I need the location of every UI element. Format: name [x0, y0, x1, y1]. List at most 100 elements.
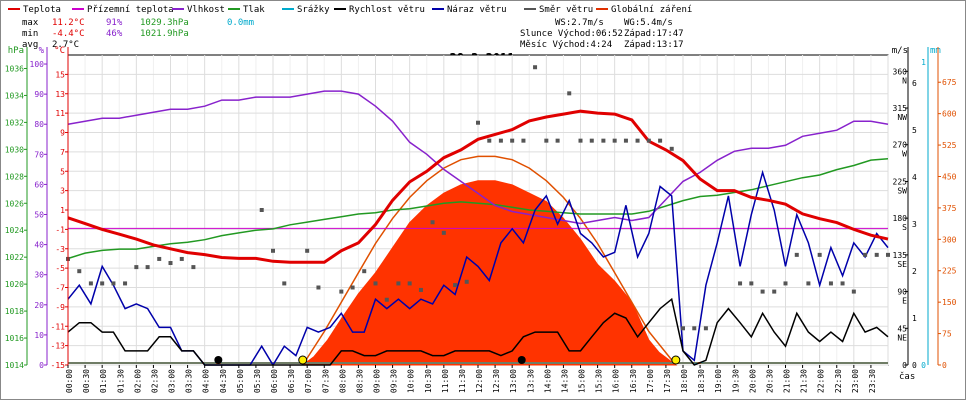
wind-dir-point-13 — [271, 248, 275, 253]
wind-dir-point-1 — [77, 269, 82, 274]
axis-temperature-label: °C — [54, 46, 65, 56]
wind-dir-point-52 — [760, 289, 765, 294]
legend-label-7: Směr větru — [539, 5, 593, 15]
wind-dir-point-55 — [794, 252, 799, 257]
axis-wind-dir-tick-name-4: S — [902, 223, 907, 232]
axis-temperature-tick-11: -7 — [55, 284, 65, 293]
axis-rain-label: mm — [930, 46, 941, 56]
axis-pressure-tick-2: 1032 — [5, 118, 24, 127]
axis-temperature-tick-14: -13 — [51, 342, 66, 351]
axis-temperature-tick-6: 3 — [60, 187, 65, 196]
wind-dir-point-27 — [453, 283, 458, 288]
axis-radiation-tick-7: 150 — [942, 298, 957, 307]
marker-sun-set-icon — [671, 355, 681, 365]
stat-moon-set: Západ:13:17 — [624, 40, 684, 50]
wind-direction-layer — [66, 65, 890, 331]
wind-dir-point-43 — [635, 138, 640, 143]
wind-dir-point-34 — [533, 65, 538, 70]
axis-temperature-tick-13: -11 — [51, 322, 66, 331]
axis-wind-dir-tick-1: 315 — [893, 104, 908, 113]
wind-dir-point-38 — [578, 138, 583, 143]
x-tick-44: 22:00 — [817, 369, 826, 393]
wind-dir-point-44 — [646, 138, 651, 143]
stats-block: max 11.2°C 91% 1029.3hPa 0.0mm min -4.4°… — [22, 18, 684, 50]
wind-dir-point-10 — [179, 256, 184, 261]
axis-humidity-tick-0: 100 — [30, 60, 45, 69]
x-tick-10: 05:00 — [236, 369, 245, 393]
legend-label-1: Přízemní teplota — [87, 5, 174, 15]
stat-min-temp: -4.4°C — [52, 29, 85, 39]
wind-dir-point-23 — [407, 281, 412, 286]
wind-dir-point-7 — [145, 265, 150, 270]
axis-pressure-tick-8: 1020 — [5, 280, 24, 289]
axis-wind-dir-tick-name-3: SW — [897, 186, 907, 195]
axis-humidity-tick-8: 20 — [34, 301, 44, 310]
wind-dir-point-49 — [703, 326, 708, 331]
marker-moon-rise-icon — [214, 356, 223, 364]
wind-dir-point-11 — [191, 265, 196, 270]
wind-dir-point-6 — [134, 265, 139, 270]
wind-dir-point-22 — [396, 281, 401, 286]
axis-wind-speed-tick-5: 1 — [912, 314, 917, 323]
x-tick-47: 23:30 — [868, 369, 877, 393]
axis-pressure-tick-9: 1018 — [5, 307, 24, 316]
x-tick-36: 18:00 — [680, 369, 689, 393]
legend-label-6: Náraz větru — [447, 5, 507, 15]
stat-ws: WS:2.7m/s — [555, 18, 604, 28]
series-humidity — [67, 90, 889, 225]
wind-dir-point-30 — [487, 138, 492, 143]
wind-dir-point-42 — [623, 138, 628, 143]
stat-max-rain: 0.0mm — [227, 18, 254, 28]
x-tick-16: 08:00 — [338, 369, 347, 393]
x-tick-3: 01:30 — [116, 369, 125, 393]
stat-avg-label: avg — [22, 40, 38, 50]
stat-max-press: 1029.3hPa — [140, 18, 189, 28]
x-tick-7: 03:30 — [185, 369, 194, 393]
legend-label-0: Teplota — [23, 5, 61, 15]
series-temperature — [67, 109, 889, 264]
legend: Teplota Přízemní teplota Vlhkost Tlak Srážky… — [8, 5, 692, 15]
axis-humidity-tick-2: 80 — [34, 120, 44, 129]
axis-radiation-tick-9: 0 — [942, 361, 947, 370]
wind-dir-point-5 — [123, 281, 128, 286]
wind-dir-point-14 — [282, 281, 287, 286]
axis-radiation-tick-5: 300 — [942, 235, 957, 244]
x-tick-42: 21:00 — [783, 369, 792, 393]
axis-wind-speed-tick-3: 3 — [912, 220, 917, 229]
legend-label-4: Srážky — [297, 5, 330, 15]
axis-wind-dir-tick-name-0: N — [902, 76, 907, 85]
wind-dir-point-50 — [738, 281, 743, 286]
axis-wind-dir-tick-4: 180 — [893, 214, 908, 223]
axis-temperature-tick-0: 15 — [55, 70, 65, 79]
legend-label-5: Rychlost větru — [349, 5, 425, 15]
axis-wind-dir-tick-8: 0 — [902, 361, 907, 370]
axis-temperature-tick-7: 1 — [60, 206, 65, 215]
axis-wind-dir-tick-0: 360 — [893, 67, 908, 76]
axis-wind-dir-tick-name-5: SE — [897, 260, 907, 269]
wind-dir-point-51 — [749, 281, 754, 286]
x-tick-35: 17:30 — [663, 369, 672, 393]
x-tick-30: 15:00 — [578, 369, 587, 393]
wind-dir-point-39 — [589, 138, 594, 143]
marker-moon-set-icon — [517, 356, 526, 364]
axis-temperature-tick-2: 11 — [55, 109, 65, 118]
x-tick-8: 04:00 — [202, 369, 211, 393]
stat-max-temp: 11.2°C — [52, 18, 85, 28]
x-tick-43: 21:30 — [800, 369, 809, 393]
wind-dir-point-53 — [772, 289, 777, 294]
wind-dir-point-48 — [692, 326, 697, 331]
axis-humidity-tick-9: 10 — [34, 331, 44, 340]
wind-dir-point-62 — [874, 252, 879, 257]
x-tick-45: 22:30 — [834, 369, 843, 393]
axis-temperature-tick-5: 5 — [60, 167, 65, 176]
stat-avg-temp: 2.7°C — [52, 40, 79, 50]
x-tick-25: 12:30 — [492, 369, 501, 393]
axis-temperature-tick-12: -9 — [55, 303, 65, 312]
x-tick-6: 03:00 — [168, 369, 177, 393]
axis-wind-dir-tick-6: 90 — [897, 288, 907, 297]
stat-max-hum: 91% — [106, 18, 123, 28]
x-tick-0: 00:00 — [65, 369, 74, 393]
axis-wind-speed-tick-2: 4 — [912, 173, 917, 182]
x-tick-11: 05:30 — [253, 369, 262, 393]
x-tick-28: 14:00 — [543, 369, 552, 393]
